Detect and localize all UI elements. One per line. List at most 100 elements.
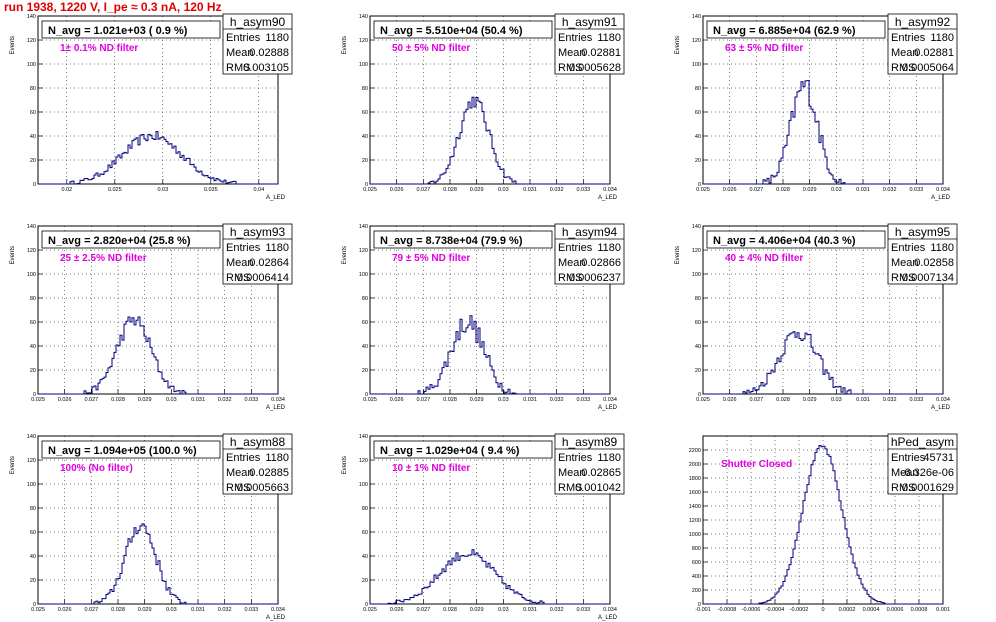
pad-title-frame bbox=[41, 230, 221, 249]
y-tick-label: 80 bbox=[30, 86, 36, 92]
y-tick-label: 100 bbox=[27, 272, 36, 278]
x-tick-label: 0.028 bbox=[111, 397, 125, 403]
y-tick-label: 140 bbox=[27, 434, 36, 440]
y-tick-label: 100 bbox=[27, 482, 36, 488]
page-title: run 1938, 1220 V, I_pe ≈ 0.3 nA, 120 Hz bbox=[4, 0, 222, 14]
pad-title: N_avg = 1.029e+04 ( 9.4 %) bbox=[380, 445, 520, 457]
y-tick-label: 60 bbox=[362, 530, 368, 536]
x-tick-label: 0.031 bbox=[523, 397, 537, 403]
y-tick-label: 100 bbox=[359, 482, 368, 488]
pad-title-frame bbox=[706, 230, 886, 249]
x-tick-label: 0.03 bbox=[498, 397, 509, 403]
x-axis-label: A_LED bbox=[931, 405, 951, 411]
x-tick-label: 0.026 bbox=[723, 397, 737, 403]
x-axis-label: A_LED bbox=[598, 195, 618, 201]
y-tick-label: 120 bbox=[27, 458, 36, 464]
x-tick-label: 0.029 bbox=[803, 397, 817, 403]
y-axis-label: Events bbox=[675, 36, 681, 54]
x-tick-label: 0.03 bbox=[498, 187, 509, 193]
y-tick-label: 60 bbox=[695, 320, 701, 326]
x-tick-label: 0.03 bbox=[831, 187, 842, 193]
x-tick-label: 0.029 bbox=[138, 397, 152, 403]
y-tick-label: 0 bbox=[33, 182, 36, 188]
x-tick-label: 0.031 bbox=[191, 607, 205, 613]
stats-frame bbox=[887, 433, 958, 495]
y-tick-label: 120 bbox=[692, 248, 701, 254]
stat-label-entries: Entries bbox=[558, 32, 593, 44]
x-tick-label: 0.025 bbox=[696, 397, 710, 403]
y-tick-label: 80 bbox=[362, 506, 368, 512]
y-tick-label: 1200 bbox=[689, 518, 701, 524]
y-tick-label: 120 bbox=[27, 248, 36, 254]
stats-frame bbox=[554, 13, 625, 75]
x-tick-label: 0.04 bbox=[253, 187, 264, 193]
y-tick-label: 40 bbox=[30, 134, 36, 140]
x-tick-label: 0.027 bbox=[416, 397, 430, 403]
x-tick-label: 0.029 bbox=[470, 187, 484, 193]
pad-h_asym90: 0.02 0.025 0.03 0.035 0.04 0 20 40 60 80 100 120 140… bbox=[10, 13, 293, 201]
stat-value-entries: 1180 bbox=[597, 242, 621, 254]
x-tick-label: 0.033 bbox=[909, 187, 923, 193]
x-tick-label: 0.032 bbox=[218, 607, 232, 613]
stat-value-mean: 0.02881 bbox=[914, 47, 954, 59]
x-tick-label: 0.033 bbox=[244, 397, 258, 403]
x-tick-label: 0.0004 bbox=[863, 607, 880, 613]
stats-frame bbox=[222, 433, 293, 495]
y-axis-label: Events bbox=[10, 456, 16, 474]
x-tick-label: 0.032 bbox=[550, 607, 564, 613]
x-tick-label: 0.025 bbox=[363, 607, 377, 613]
stat-label-mean: Mean bbox=[558, 257, 586, 269]
x-tick-label: 0.029 bbox=[138, 607, 152, 613]
stat-label-rms: RMS bbox=[226, 62, 250, 74]
stat-value-mean: 0.02881 bbox=[581, 47, 621, 59]
x-tick-label: 0.028 bbox=[443, 607, 457, 613]
y-tick-label: 100 bbox=[359, 272, 368, 278]
pad-title-frame bbox=[41, 440, 221, 459]
x-tick-label: 0.0006 bbox=[887, 607, 904, 613]
pad-title-frame bbox=[373, 230, 553, 249]
stat-value-rms: 0.0001629 bbox=[902, 482, 954, 494]
x-tick-label: 0.034 bbox=[603, 607, 617, 613]
stat-label-entries: Entries bbox=[226, 452, 261, 464]
pad-hPed_asym: -0.001 -0.0008 -0.0006 -0.0004 -0.0002 0 0.000… bbox=[689, 433, 958, 613]
pad-title-box: N_avg = 4.406e+04 (40.3 %) bbox=[706, 230, 886, 249]
histogram-series bbox=[370, 315, 610, 395]
x-tick-label: 0.034 bbox=[603, 187, 617, 193]
y-tick-label: 20 bbox=[695, 158, 701, 164]
y-axis-label: Events bbox=[342, 36, 348, 54]
x-tick-label: 0.028 bbox=[111, 607, 125, 613]
y-tick-label: 20 bbox=[362, 158, 368, 164]
y-axis-label: Events bbox=[342, 246, 348, 264]
stat-label-rms: RMS bbox=[226, 272, 250, 284]
x-axis-label: A_LED bbox=[266, 195, 286, 201]
stat-value-entries: 1180 bbox=[930, 32, 954, 44]
stats-frame bbox=[222, 223, 293, 285]
x-tick-label: 0.026 bbox=[58, 607, 72, 613]
x-tick-label: 0.026 bbox=[390, 397, 404, 403]
pad-title: N_avg = 6.885e+04 (62.9 %) bbox=[713, 25, 856, 37]
x-axis-label: A_LED bbox=[598, 405, 618, 411]
stat-value-entries: 1180 bbox=[930, 242, 954, 254]
y-tick-label: 140 bbox=[359, 14, 368, 20]
x-tick-label: 0.032 bbox=[550, 187, 564, 193]
filter-annotation: 100% (No filter) bbox=[60, 463, 133, 474]
pad-title-box: N_avg = 1.021e+03 ( 0.9 %) bbox=[41, 20, 221, 39]
filter-annotation: 50 ± 5% ND filter bbox=[392, 43, 470, 54]
y-tick-label: 60 bbox=[30, 530, 36, 536]
x-tick-label: 0.034 bbox=[271, 607, 285, 613]
y-tick-label: 100 bbox=[692, 62, 701, 68]
stat-label-rms: RMS bbox=[891, 482, 915, 494]
x-tick-label: 0.03 bbox=[166, 607, 177, 613]
y-tick-label: 0 bbox=[698, 392, 701, 398]
x-tick-label: 0.033 bbox=[576, 607, 590, 613]
x-axis-label: A_LED bbox=[266, 615, 286, 621]
y-tick-label: 20 bbox=[362, 578, 368, 584]
y-tick-label: 1400 bbox=[689, 504, 701, 510]
x-tick-label: 0.028 bbox=[776, 187, 790, 193]
y-tick-label: 140 bbox=[692, 224, 701, 230]
pad-title-frame bbox=[41, 20, 221, 39]
stat-value-mean: -6.326e-06 bbox=[901, 467, 954, 479]
stat-label-mean: Mean bbox=[226, 467, 254, 479]
histogram-series bbox=[38, 131, 278, 185]
